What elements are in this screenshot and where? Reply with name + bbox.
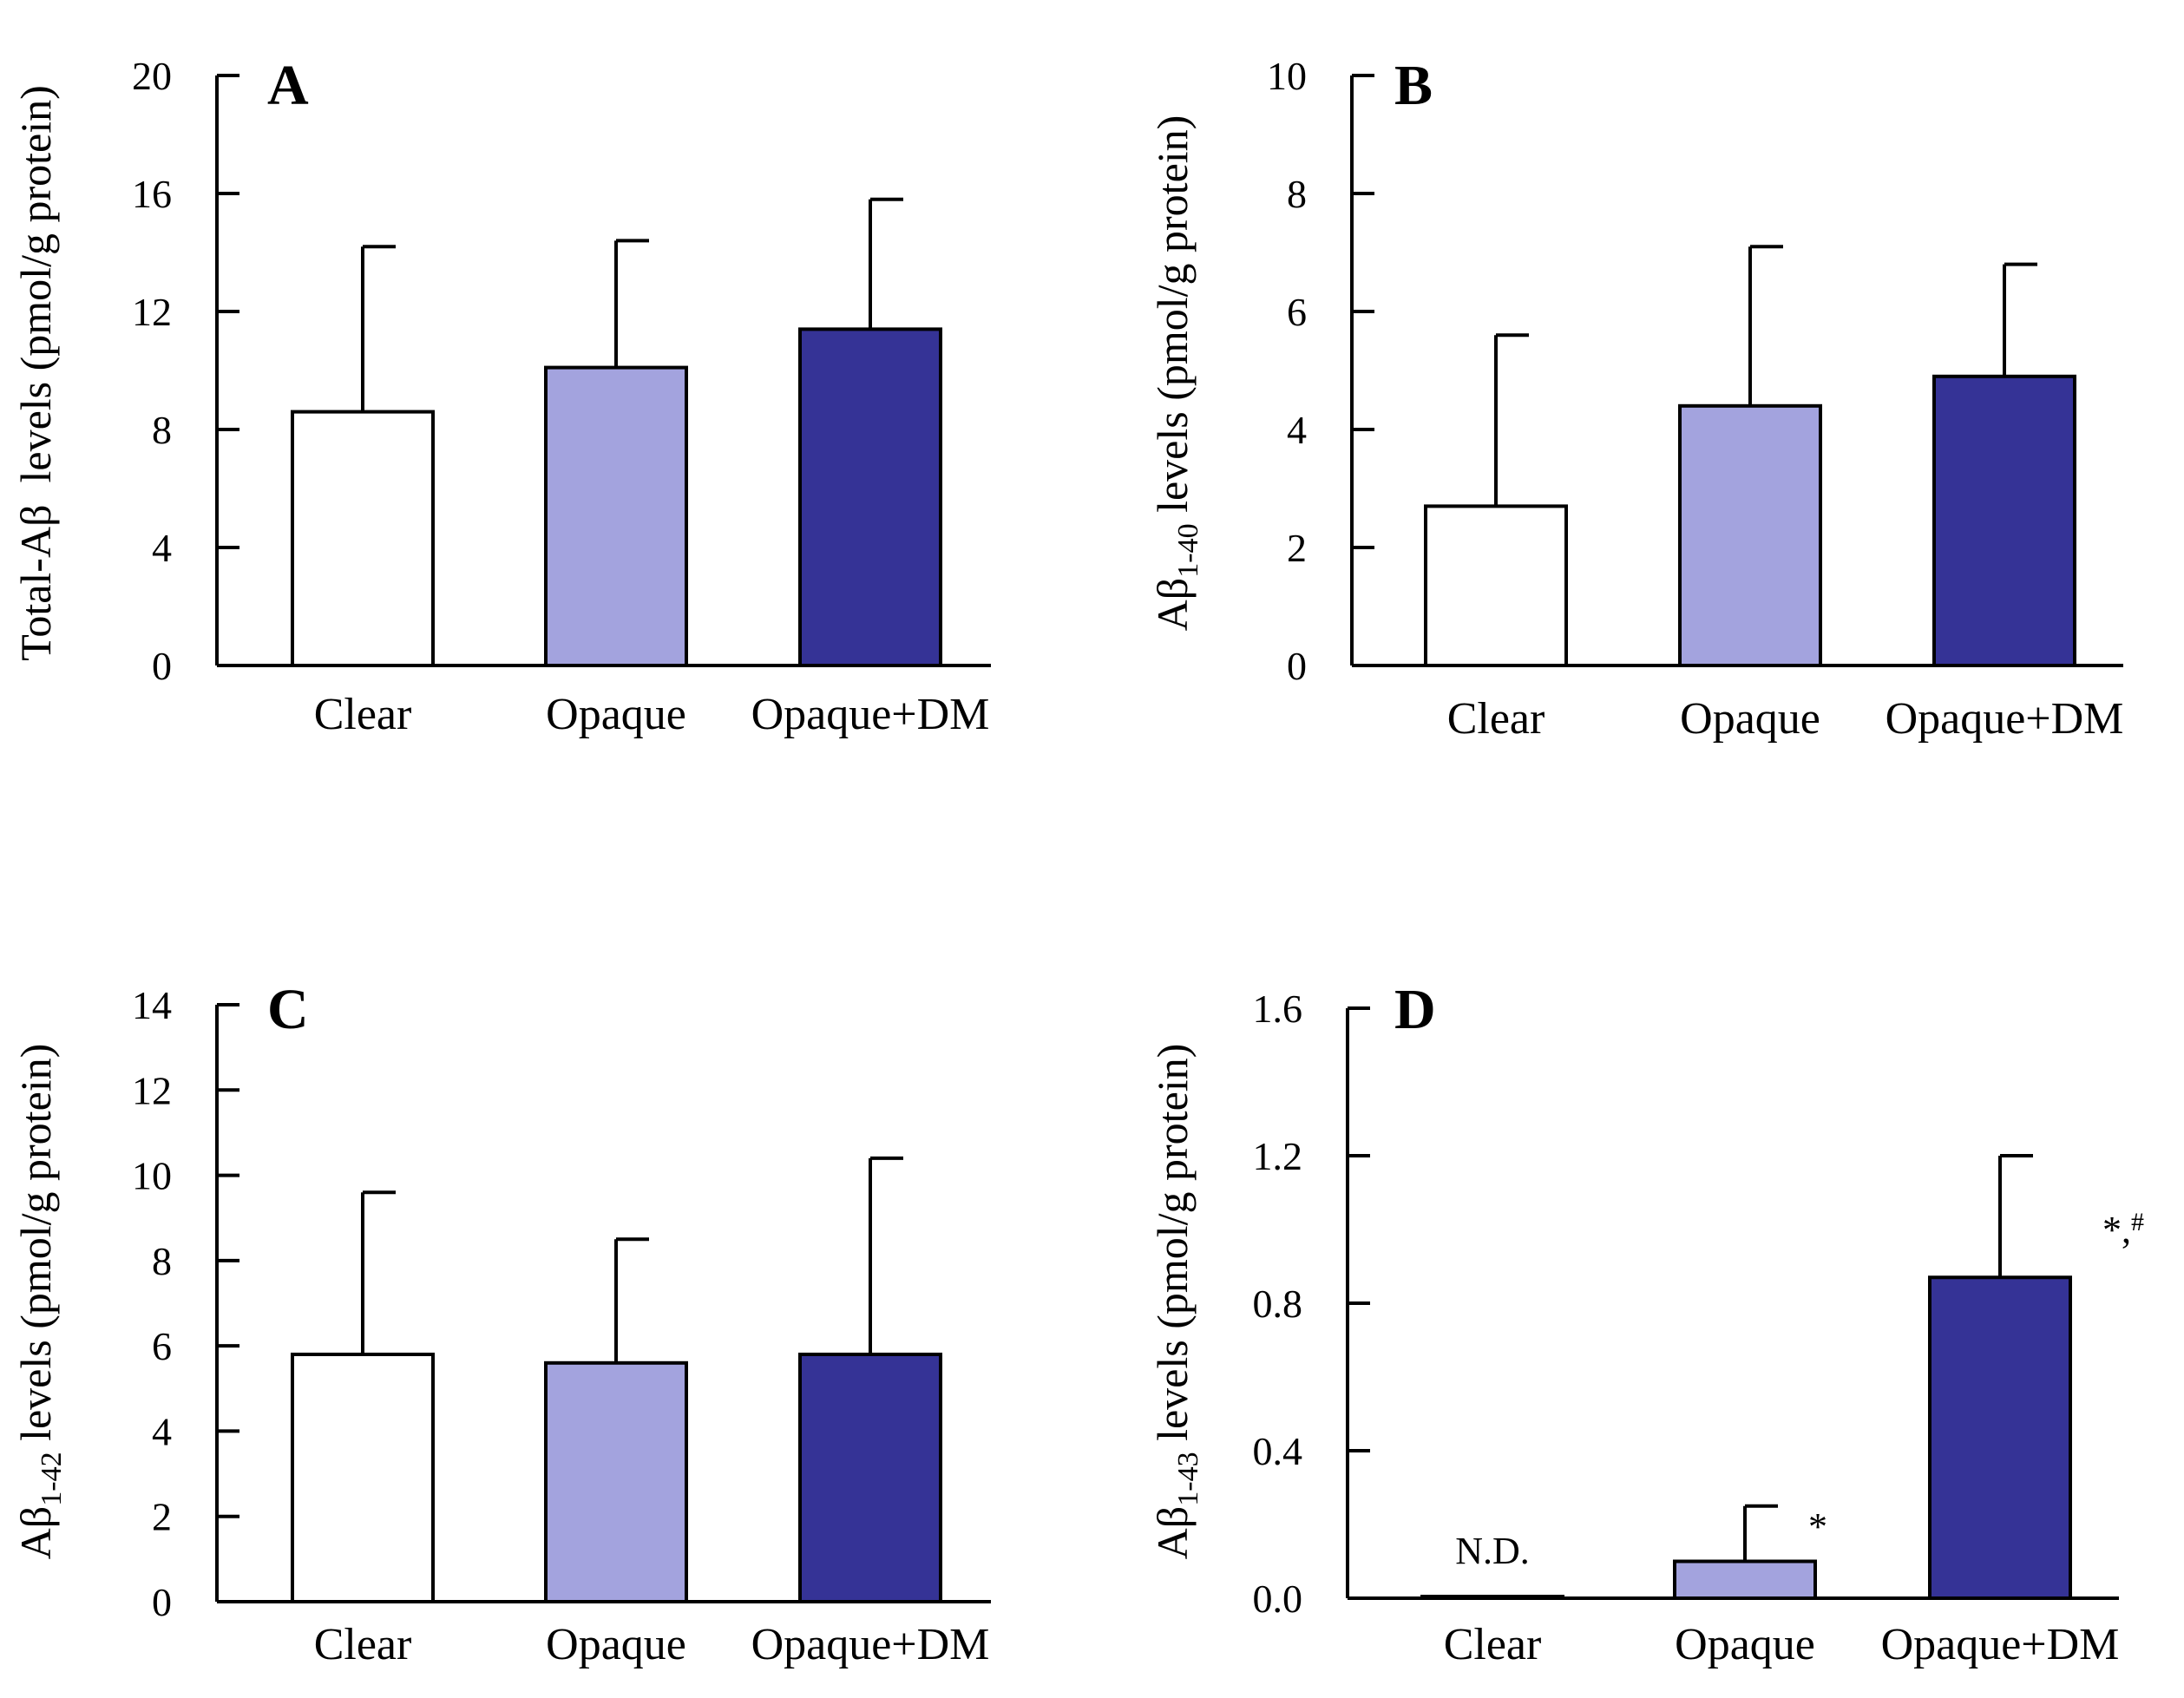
x-tick-label: Opaque <box>546 690 686 739</box>
panel-d: 0.0 0.4 0.8 1.2 1.6 Clear Opaque Opaque+DM D Aβ1-… <box>1148 978 2144 1669</box>
x-tick-label: Clear <box>314 1620 412 1669</box>
panel-b: 0 2 4 6 8 10 Clear Opaque Opaque+DM B Aβ1-40 level… <box>1148 54 2123 744</box>
y-tick-label: 1.6 <box>1253 987 1303 1031</box>
bar-clear <box>1424 504 1568 668</box>
y-axis-label-subscript: 1-43 <box>1172 1452 1204 1505</box>
x-tick-label: Opaque+DM <box>751 690 990 739</box>
panel-c: 0 2 4 6 8 10 12 14 Clear Opaque Opaque+DM C Aβ1-42 l… <box>11 978 991 1669</box>
annotation-significance: *,# <box>2102 1208 2144 1251</box>
bar-opaque-dm <box>1932 374 2076 667</box>
y-tick-label: 2 <box>152 1495 172 1539</box>
y-axis-label-rest: levels (pmol/g protein) <box>11 1044 60 1452</box>
y-tick-label: 10 <box>1267 54 1307 98</box>
y-axis-label-subscript: 1-40 <box>1172 523 1204 577</box>
y-tick-label: 8 <box>1287 172 1307 216</box>
bar-opaque <box>544 365 688 667</box>
y-tick-label: 0 <box>152 644 172 688</box>
y-tick-label: 12 <box>132 290 172 334</box>
y-tick-label: 0.8 <box>1253 1282 1303 1326</box>
y-axis-label-subscript: 1-42 <box>36 1452 68 1505</box>
y-tick-label: 8 <box>152 408 172 452</box>
bar-opaque-dm <box>798 1352 942 1603</box>
panel-a: 0 4 8 12 16 20 Clear Opaque Opaque+DM A Total-Aβ l… <box>11 54 991 739</box>
x-tick-label: Opaque+DM <box>1881 1620 2120 1669</box>
y-tick-label: 0 <box>152 1580 172 1624</box>
y-tick-label: 10 <box>132 1154 172 1198</box>
y-tick-label: 16 <box>132 172 172 216</box>
x-tick-label: Opaque <box>546 1620 686 1669</box>
y-tick-label: 0 <box>1287 644 1307 688</box>
panel-letter: C <box>267 978 309 1041</box>
y-tick-label: 6 <box>152 1324 172 1368</box>
y-tick-label: 20 <box>132 54 172 98</box>
panel-letter: A <box>267 54 309 117</box>
bar-opaque <box>544 1360 688 1604</box>
x-tick-label: Opaque <box>1675 1620 1815 1669</box>
y-axis-label: Aβ1-43 levels (pmol/g protein) <box>1148 1044 1204 1560</box>
bar-clear <box>291 1352 435 1603</box>
y-axis-label-main: Aβ <box>11 1506 60 1560</box>
bar-opaque <box>1673 1559 1817 1600</box>
y-tick-label: 6 <box>1287 290 1307 334</box>
y-axis-label-main: Aβ <box>1148 578 1197 632</box>
annotation-star: *, <box>2102 1209 2131 1251</box>
y-tick-label: 4 <box>152 526 172 570</box>
y-axis-label-rest: levels (pmol/g protein) <box>1148 1044 1197 1452</box>
y-tick-label: 12 <box>132 1068 172 1112</box>
x-tick-label: Clear <box>1444 1620 1542 1669</box>
y-axis-label: Aβ1-40 levels (pmol/g protein) <box>1148 115 1204 632</box>
y-tick-label: 2 <box>1287 526 1307 570</box>
bar-opaque <box>1678 403 1822 667</box>
y-tick-label: 0.0 <box>1253 1577 1303 1621</box>
panel-letter: B <box>1394 54 1433 117</box>
x-tick-label: Clear <box>314 690 412 739</box>
y-tick-label: 8 <box>152 1239 172 1283</box>
y-axis-label-main: Aβ <box>1148 1506 1197 1560</box>
bar-clear <box>291 410 435 667</box>
annotation-significance: * <box>1808 1505 1827 1548</box>
x-tick-label: Opaque+DM <box>751 1620 990 1669</box>
y-tick-label: 14 <box>132 983 172 1027</box>
y-axis-label: Total-Aβ levels (pmol/g protein) <box>11 85 60 660</box>
x-tick-label: Opaque <box>1680 694 1820 744</box>
y-tick-label: 0.4 <box>1253 1429 1303 1473</box>
panel-letter: D <box>1394 978 1436 1041</box>
bar-opaque-dm <box>798 327 942 667</box>
annotation-hash: # <box>2131 1208 2144 1236</box>
annotation-nd: N.D. <box>1455 1530 1530 1572</box>
x-tick-label: Opaque+DM <box>1886 694 2124 744</box>
y-tick-label: 1.2 <box>1253 1134 1303 1178</box>
x-tick-label: Clear <box>1447 694 1545 744</box>
y-axis-label-rest: levels (pmol/g protein) <box>1148 115 1197 524</box>
y-tick-label: 4 <box>152 1409 172 1453</box>
y-tick-label: 4 <box>1287 408 1307 452</box>
y-axis-label: Aβ1-42 levels (pmol/g protein) <box>11 1044 68 1560</box>
bar-opaque-dm <box>1928 1275 2072 1600</box>
